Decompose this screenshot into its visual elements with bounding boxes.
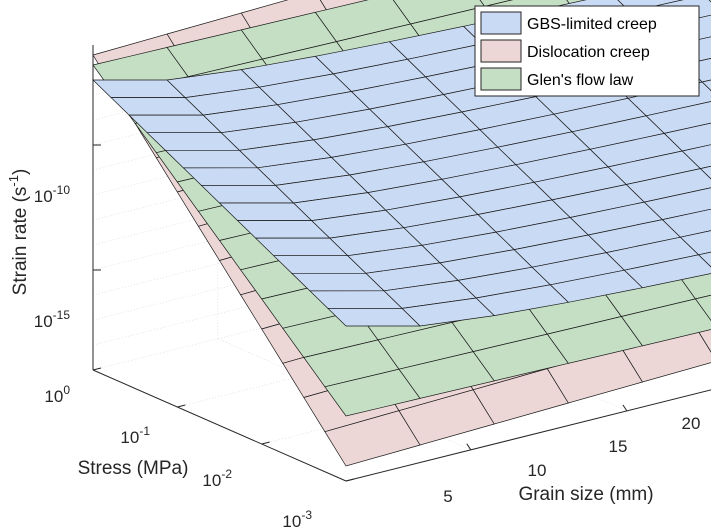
legend-label-dislocation: Dislocation creep xyxy=(527,44,650,61)
legend-swatch-dislocation xyxy=(480,39,522,63)
x-tick-label: 10 xyxy=(528,461,547,480)
x-tick-label: 20 xyxy=(682,414,701,433)
y-tick-mark xyxy=(92,367,102,371)
gbs-creep-patch xyxy=(701,79,711,91)
y-tick-label: 10-3 xyxy=(282,508,312,530)
glen-flow-patch xyxy=(694,294,711,322)
x-tick-mark xyxy=(622,404,628,412)
glen-flow-patch xyxy=(620,298,711,347)
gbs-creep-patch xyxy=(679,230,711,256)
z-tick-label: 10-10 xyxy=(34,183,71,206)
legend-label-gbs: GBS-limited creep xyxy=(527,16,657,33)
y-axis-label: Stress (MPa) xyxy=(78,458,189,479)
legend: GBS-limited creep Dislocation creep Glen… xyxy=(474,5,700,97)
gbs-creep-patch xyxy=(661,208,711,238)
y-tick-label: 10-1 xyxy=(120,424,150,447)
y-tick-mark xyxy=(261,441,270,445)
gbs-creep-patch xyxy=(645,101,711,134)
y-tick-mark xyxy=(177,404,186,408)
x-tick-label: 5 xyxy=(443,487,452,506)
grain-axis-line xyxy=(345,389,711,482)
legend-swatch-gbs xyxy=(480,11,522,35)
gbs-creep-patch xyxy=(699,165,711,180)
stress-axis-line xyxy=(92,369,347,482)
legend-label-glen: Glen's flow law xyxy=(527,72,634,89)
legend-swatch-glen xyxy=(480,67,522,91)
x-tick-mark xyxy=(466,443,472,451)
x-tick-label: 15 xyxy=(609,437,628,456)
gbs-creep-patch xyxy=(625,168,711,203)
axes xyxy=(92,45,711,482)
x-axis-label: Grain size (mm) xyxy=(518,484,653,505)
gbs-creep-patch xyxy=(681,144,711,169)
z-tick-label: 10-15 xyxy=(34,308,71,331)
gbs-creep-patch xyxy=(643,187,711,220)
gbs-creep-patch xyxy=(623,254,711,289)
gbs-creep-patch xyxy=(663,122,711,152)
z-axis-label: Strain rate (s-1) xyxy=(6,169,31,296)
y-tick-mark xyxy=(345,478,355,482)
y-tick-label: 10-2 xyxy=(202,467,232,490)
y-tick-label: 100 xyxy=(44,383,70,406)
